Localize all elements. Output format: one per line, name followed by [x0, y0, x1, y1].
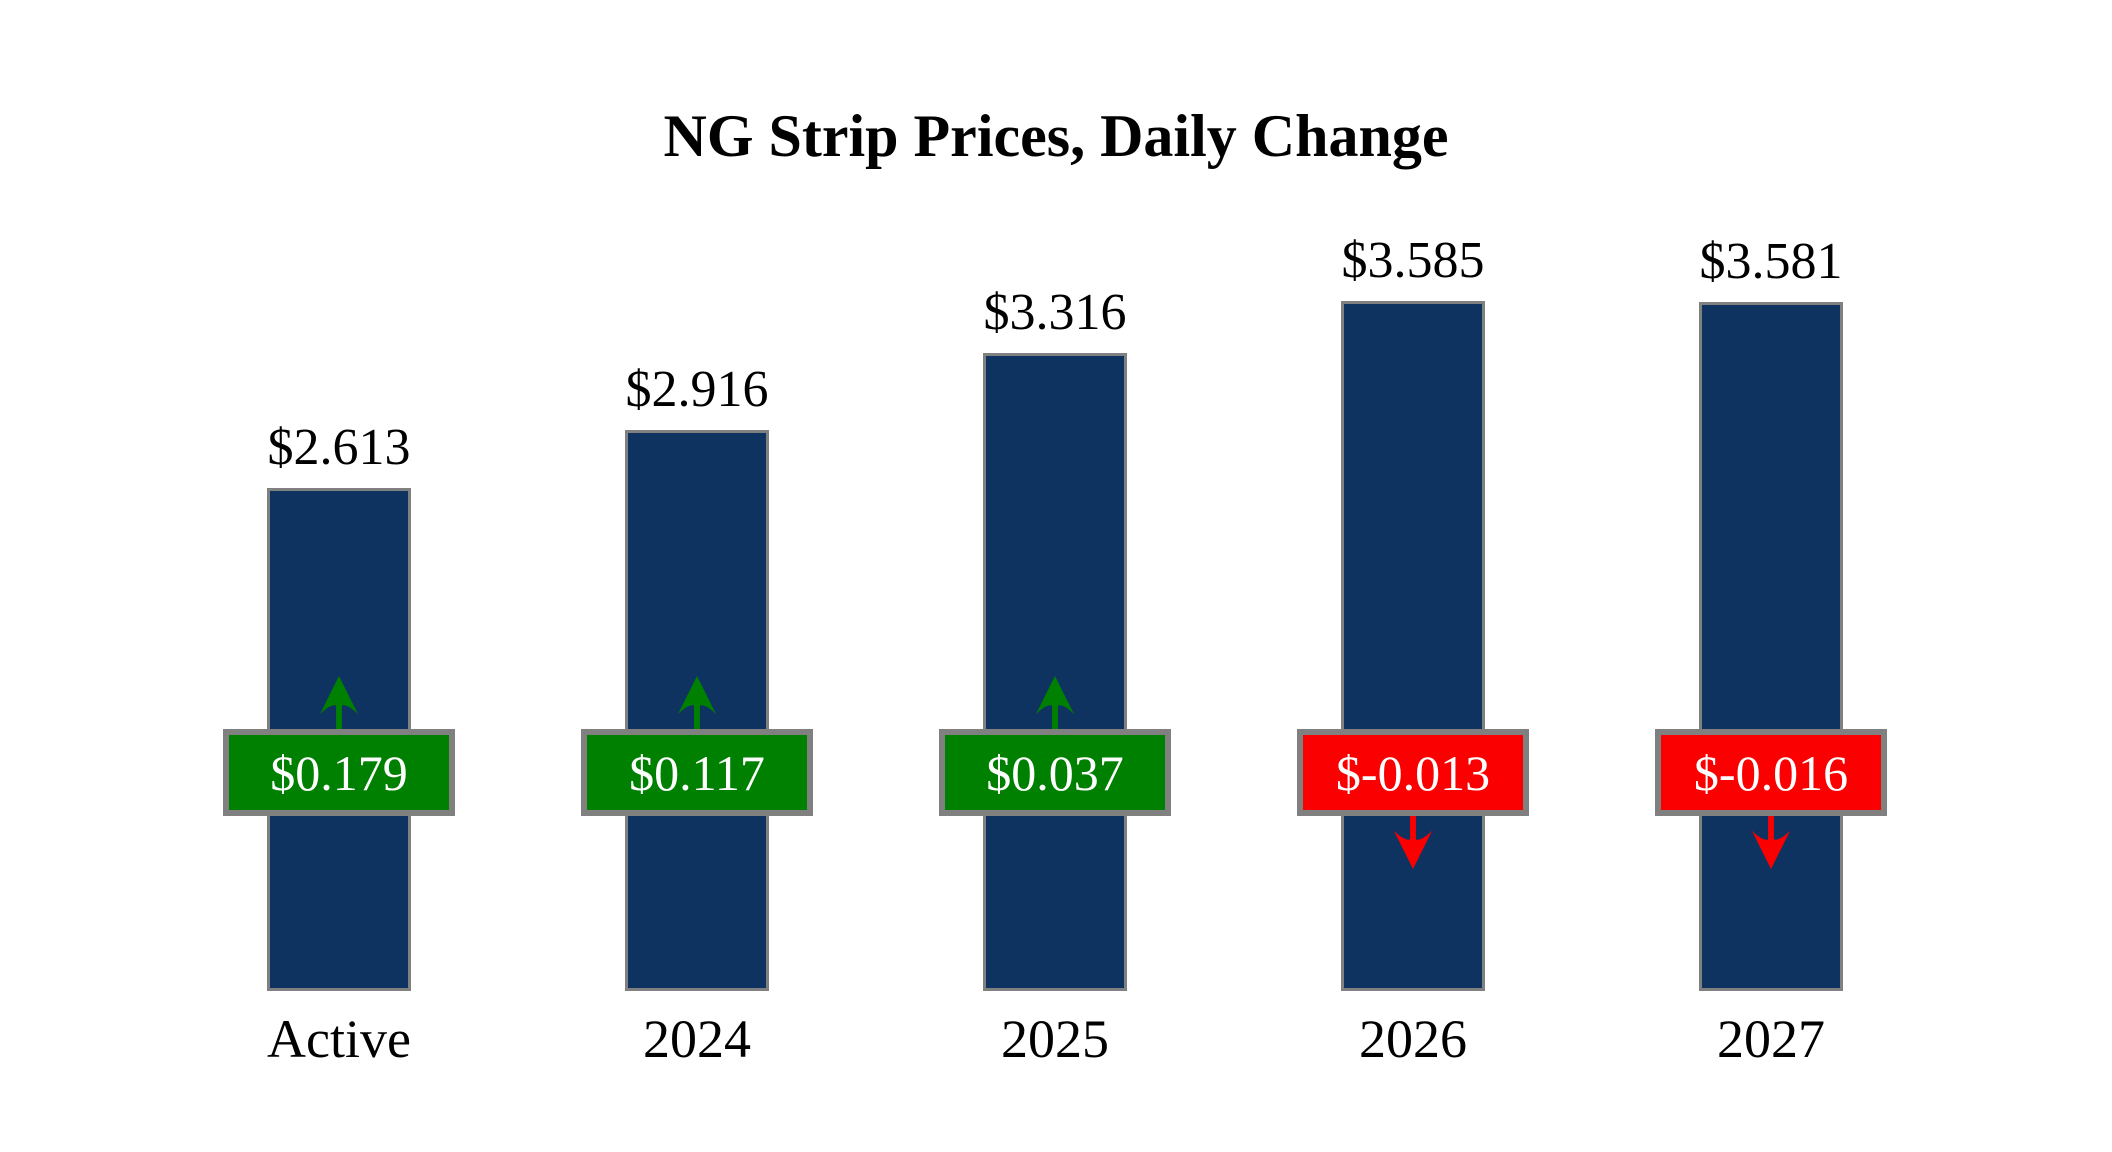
category-label: 2027	[1717, 1009, 1825, 1069]
price-label: $3.581	[1699, 233, 1843, 290]
change-badge: $0.179	[223, 729, 455, 816]
bar-group-2027: $3.581 $-0.016 2027	[1592, 0, 1950, 1152]
price-label: $3.316	[983, 284, 1127, 341]
down-arrow-icon	[1393, 813, 1433, 869]
change-badge: $-0.013	[1297, 729, 1529, 816]
change-badge: $-0.016	[1655, 729, 1887, 816]
down-arrow-icon	[1751, 813, 1791, 869]
category-label: 2024	[643, 1009, 751, 1069]
bar-group-2026: $3.585 $-0.013 2026	[1234, 0, 1592, 1152]
bar-group-2025: $3.316 $0.037 2025	[876, 0, 1234, 1152]
bar	[983, 353, 1127, 991]
price-label: $3.585	[1341, 232, 1485, 289]
up-arrow-icon	[319, 676, 359, 732]
category-label: 2026	[1359, 1009, 1467, 1069]
up-arrow-icon	[677, 676, 717, 732]
bar-group-2024: $2.916 $0.117 2024	[518, 0, 876, 1152]
bar	[1699, 302, 1843, 991]
category-label: 2025	[1001, 1009, 1109, 1069]
bar-group-active: $2.613 $0.179 Active	[160, 0, 518, 1152]
change-badge: $0.117	[581, 729, 813, 816]
chart-title: NG Strip Prices, Daily Change	[663, 103, 1449, 169]
price-label: $2.916	[625, 361, 769, 418]
price-label: $2.613	[267, 419, 411, 476]
category-label: Active	[267, 1009, 411, 1069]
up-arrow-icon	[1035, 676, 1075, 732]
bar	[1341, 301, 1485, 991]
change-badge: $0.037	[939, 729, 1171, 816]
